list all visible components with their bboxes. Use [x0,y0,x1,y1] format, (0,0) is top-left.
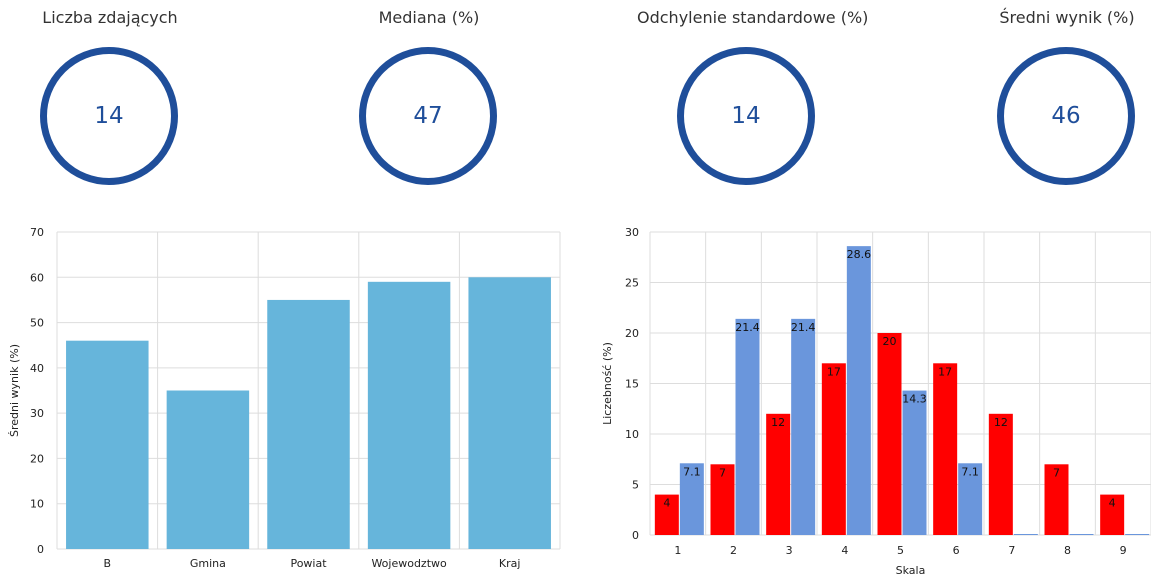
data-label: 4 [1109,497,1116,510]
bar [1125,534,1150,535]
bar [933,363,958,535]
y-tick-label: 40 [30,362,44,375]
bar [654,494,679,535]
bar [468,277,551,549]
x-tick-label: 3 [786,544,793,557]
data-label: 28.6 [847,248,872,261]
data-label: 7 [719,466,726,479]
y-tick-label: 10 [625,428,639,441]
y-tick-label: 10 [30,498,44,511]
bar [735,318,760,535]
x-tick-label: 4 [841,544,848,557]
bar [821,363,846,535]
y-tick-label: 50 [30,317,44,330]
bar [1069,534,1094,535]
x-tick-label: B [104,557,112,570]
x-tick-label: Powiat [290,557,327,570]
y-tick-label: 25 [625,277,639,290]
kpi-title: Mediana (%) [378,8,480,27]
scale-distribution-chart: 05101520253047.11721.421221.431728.64201… [601,226,1151,577]
kpi-ring: 47 [359,47,497,185]
kpi-tile-mean: Średni wynik (%) 46 [957,0,1151,195]
bar [367,281,451,549]
x-axis-label: Skala [896,564,926,577]
kpi-title: Średni wynik (%) [999,8,1135,27]
y-tick-label: 60 [30,271,44,284]
y-tick-label: 5 [632,479,639,492]
x-tick-label: 5 [897,544,904,557]
data-label: 7.1 [961,465,979,478]
data-label: 7.1 [683,465,701,478]
bar [710,464,735,535]
bar [791,318,816,535]
data-label: 12 [994,416,1008,429]
bar [958,463,983,535]
bar [1044,464,1069,535]
y-tick-label: 15 [625,378,639,391]
kpi-ring: 14 [677,47,815,185]
y-tick-label: 20 [625,327,639,340]
kpi-title: Liczba zdających [42,8,178,27]
kpi-ring: 46 [997,47,1135,185]
y-tick-label: 0 [37,543,44,556]
x-tick-label: Gmina [190,557,226,570]
x-tick-label: Wojewodztwo [371,557,447,570]
kpi-ring: 14 [40,47,178,185]
kpi-value: 46 [1051,103,1081,129]
bar [988,413,1013,535]
data-label: 17 [938,365,952,378]
bar [267,299,350,549]
x-tick-label: 2 [730,544,737,557]
y-tick-label: 70 [30,226,44,239]
y-tick-label: 30 [625,226,639,239]
data-label: 12 [771,416,785,429]
bar [877,333,902,535]
bar [1013,534,1038,535]
y-tick-label: 20 [30,452,44,465]
kpi-tile-stddev: Odchylenie standardowe (%) 14 [637,0,869,195]
kpi-tile-count: Liczba zdających 14 [0,0,220,195]
y-tick-label: 30 [30,407,44,420]
kpi-value: 47 [413,103,443,129]
kpi-value: 14 [731,103,761,129]
bar [166,390,250,549]
y-tick-label: 0 [632,529,639,542]
data-label: 4 [663,497,670,510]
data-label: 21.4 [735,321,760,334]
data-label: 20 [883,335,897,348]
bar [1100,494,1125,535]
average-score-chart: 0 10 20 30 40 50 60 70 B Gmina Powiat Wojewodztwo Kr… [8,226,561,570]
kpi-title: Odchylenie standardowe (%) [637,8,869,27]
bar [766,413,791,535]
data-label: 17 [827,365,841,378]
x-tick-label: 9 [1120,544,1127,557]
y-axis-label: Liczebność (%) [601,342,614,425]
data-label: 14.3 [902,393,927,406]
data-label: 7 [1053,466,1060,479]
bar [679,463,704,535]
x-tick-label: Kraj [499,557,521,570]
x-tick-label: 6 [953,544,960,557]
bar [66,340,149,549]
x-tick-label: 7 [1008,544,1015,557]
y-axis-label: Średni wynik (%) [8,344,21,437]
x-tick-label: 8 [1064,544,1071,557]
bar [902,390,927,535]
kpi-tile-median: Mediana (%) 47 [319,0,539,195]
kpi-value: 14 [94,103,124,129]
bar [846,246,871,535]
x-tick-label: 1 [674,544,681,557]
data-label: 21.4 [791,321,816,334]
